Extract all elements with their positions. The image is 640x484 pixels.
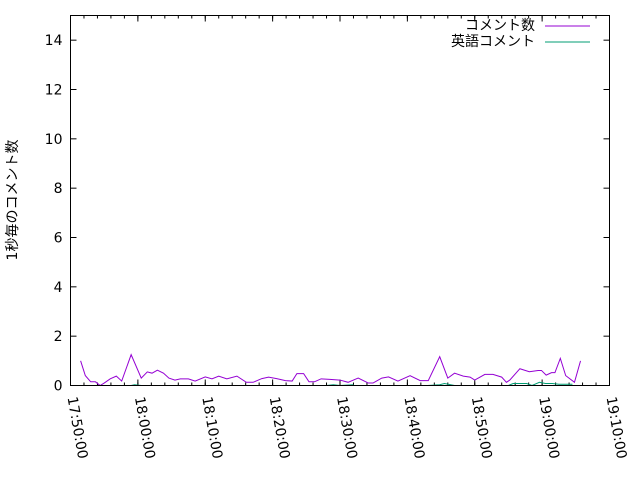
axes: 0 2 4 6 8 10 12 14 17:50:00 18:00:00 18:10:00 18:20…: [45, 16, 630, 461]
x-tick-label: 18:20:00: [266, 395, 293, 460]
x-tick-label: 19:10:00: [603, 395, 630, 460]
legend-label-english-comments: 英語コメント: [451, 33, 535, 50]
x-tick-label: 18:30:00: [333, 395, 360, 460]
y-tick-label: 12: [45, 83, 63, 99]
x-tick-label: 19:00:00: [535, 395, 562, 460]
y-tick-label: 6: [54, 231, 63, 247]
series-line-0: [81, 355, 581, 386]
y-tick-label: 2: [54, 329, 63, 345]
y-axis-label: 1秒毎のコメント数: [5, 140, 21, 261]
y-tick-label: 0: [54, 379, 63, 395]
plot-frame: [71, 16, 610, 386]
y-tick-label: 8: [54, 181, 63, 197]
x-tick-label: 18:10:00: [198, 395, 225, 460]
legend-label-comments: コメント数: [465, 18, 535, 34]
plot-lines: [81, 355, 581, 386]
y-tick-label: 4: [54, 280, 63, 296]
x-tick-label: 18:40:00: [400, 395, 427, 460]
y-tick-label: 14: [45, 33, 63, 49]
x-tick-label: 18:00:00: [131, 395, 158, 460]
y-tick-label: 10: [45, 132, 63, 148]
legend: コメント数 英語コメント: [451, 18, 590, 50]
x-tick-label: 17:50:00: [64, 395, 91, 460]
x-tick-label: 18:50:00: [468, 395, 495, 460]
